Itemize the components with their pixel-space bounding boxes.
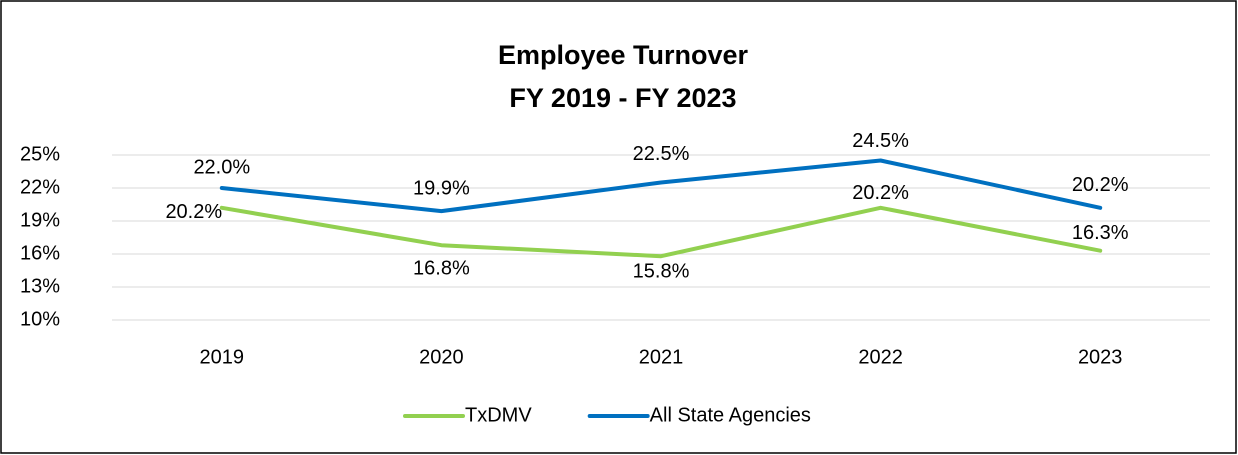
x-tick-label: 2023	[1078, 346, 1123, 368]
data-label: 16.8%	[413, 257, 470, 279]
data-label: 15.8%	[633, 260, 690, 282]
legend-label: All State Agencies	[650, 404, 811, 426]
chart-title: Employee Turnover	[498, 40, 749, 70]
y-tick-label: 16%	[20, 242, 60, 264]
legend-label: TxDMV	[465, 404, 532, 426]
y-tick-label: 10%	[20, 308, 60, 330]
chart-subtitle: FY 2019 - FY 2023	[509, 83, 736, 113]
x-tick-label: 2020	[419, 346, 464, 368]
y-tick-label: 19%	[20, 209, 60, 231]
series-line	[219, 158, 1103, 214]
data-label: 16.3%	[1072, 222, 1129, 244]
x-tick-label: 2019	[200, 346, 245, 368]
y-tick-label: 13%	[20, 275, 60, 297]
data-label: 22.0%	[193, 156, 250, 178]
series-line	[219, 205, 1103, 259]
y-tick-label: 25%	[20, 143, 60, 165]
x-tick-label: 2022	[858, 346, 903, 368]
y-tick-label: 22%	[20, 176, 60, 198]
data-label: 20.2%	[165, 201, 222, 223]
data-label: 19.9%	[413, 177, 470, 199]
data-label: 20.2%	[1072, 174, 1129, 196]
data-label: 24.5%	[852, 130, 909, 152]
x-tick-label: 2021	[639, 346, 684, 368]
data-label: 20.2%	[852, 182, 909, 204]
data-label: 22.5%	[633, 143, 690, 165]
